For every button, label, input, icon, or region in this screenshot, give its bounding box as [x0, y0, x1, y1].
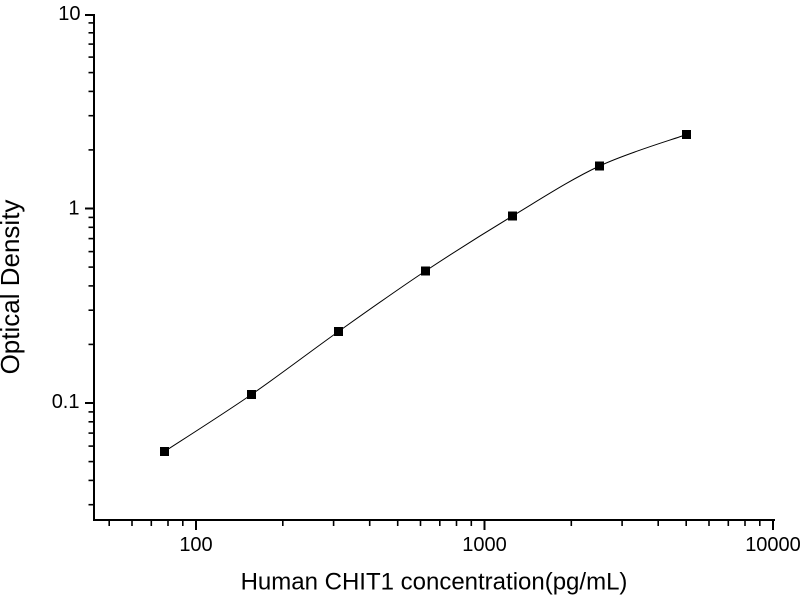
svg-text:100: 100	[179, 534, 212, 556]
svg-text:10000: 10000	[745, 534, 800, 556]
svg-text:10: 10	[58, 3, 80, 25]
svg-text:Human CHIT1 concentration(pg/m: Human CHIT1 concentration(pg/mL)	[241, 569, 628, 596]
svg-text:0.1: 0.1	[52, 391, 80, 413]
svg-text:1000: 1000	[462, 534, 507, 556]
svg-text:1: 1	[68, 198, 79, 220]
svg-text:Optical Density: Optical Density	[0, 200, 25, 375]
